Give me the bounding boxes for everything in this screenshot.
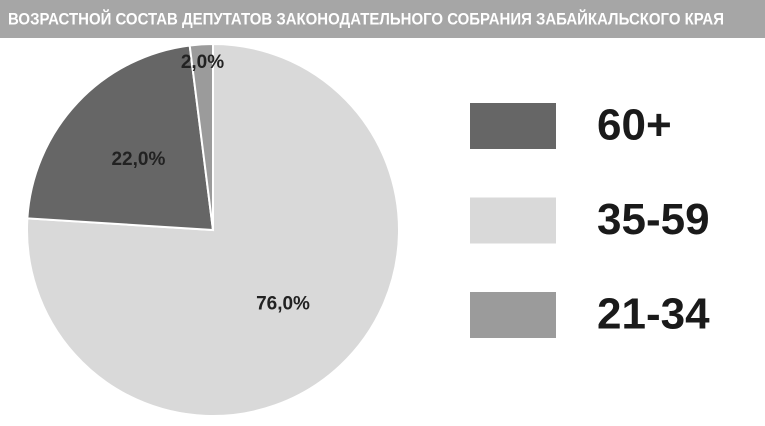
chart-title: ВОЗРАСТНОЙ СОСТАВ ДЕПУТАТОВ ЗАКОНОДАТЕЛЬ… [8,9,724,28]
pie-slice [26,44,215,232]
legend-label: 60+ [597,101,672,150]
legend-swatch [470,197,556,244]
legend-swatch [470,103,556,149]
title-bar [0,0,765,38]
pie-slice [188,42,214,231]
data-label: 22,0% [111,149,165,170]
data-label: 2,0% [181,52,224,73]
legend-label: 21-34 [597,290,710,339]
legend-label: 35-59 [597,195,710,244]
data-label: 76,0% [256,294,310,315]
legend-swatch [470,292,556,338]
